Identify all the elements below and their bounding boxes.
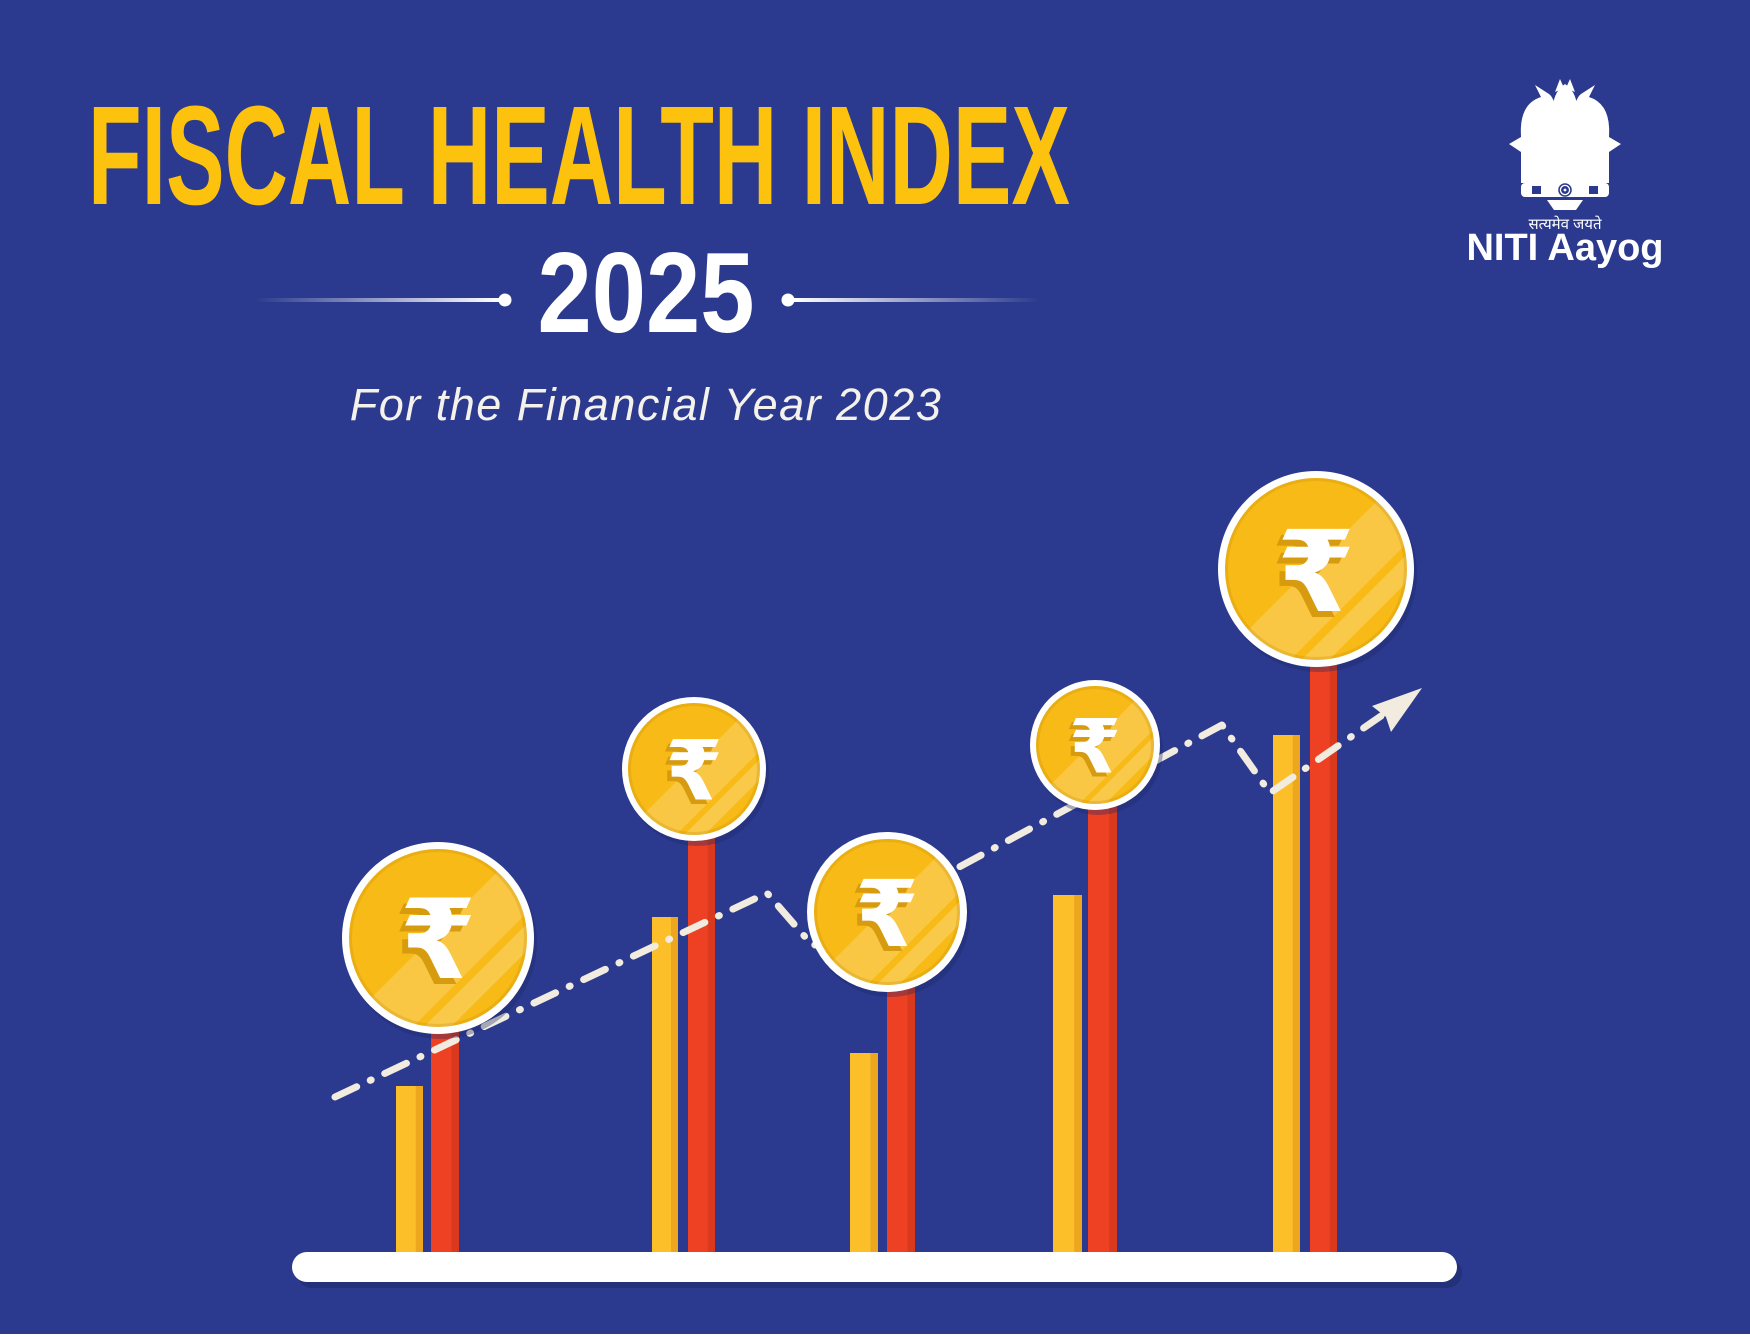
emblem-left-mane <box>1509 137 1521 152</box>
emblem-animal-left <box>1532 186 1541 194</box>
rupee-symbol: ₹ <box>665 723 723 820</box>
emblem-right-mane <box>1609 137 1621 152</box>
rupee-symbol-shadow: ₹ <box>661 727 719 824</box>
niti-aayog-emblem <box>1509 79 1621 210</box>
emblem-center-lion <box>1552 84 1578 183</box>
rupee-coin: ₹₹ <box>342 842 537 1039</box>
coin-inner-ring <box>628 703 760 835</box>
red-bar <box>1088 780 1117 1253</box>
emblem-right-lion <box>1574 85 1610 183</box>
trendline-layer <box>331 712 1385 1101</box>
arrow-layer <box>1372 688 1422 732</box>
rupee-coin: ₹₹ <box>1030 680 1163 815</box>
yellow-bar <box>850 1053 878 1253</box>
subtitle-text: For the Financial Year 2023 <box>350 379 943 430</box>
emblem-chakra-hub <box>1563 188 1567 192</box>
yellow-bar <box>396 1086 423 1253</box>
rupee-symbol: ₹ <box>1069 703 1121 790</box>
rupee-symbol-shadow: ₹ <box>394 883 471 1011</box>
trend-arrowhead <box>1372 688 1422 732</box>
coin-inner-ring <box>814 839 960 985</box>
rupee-symbol-shadow: ₹ <box>1271 512 1349 644</box>
emblem-left-lion <box>1520 85 1556 183</box>
rupee-symbol: ₹ <box>1277 506 1355 638</box>
divider-line-left <box>255 298 499 302</box>
page-title: FISCAL HEALTH INDEX <box>88 76 1070 234</box>
trend-dashed-line <box>331 712 1385 1101</box>
coin-inner-ring <box>1225 478 1407 660</box>
rupee-coin: ₹₹ <box>1218 471 1417 672</box>
coins-layer: ₹₹₹₹₹₹₹₹₹₹ <box>342 471 1417 1039</box>
rupee-symbol-shadow: ₹ <box>850 866 914 973</box>
emblem-base <box>1547 200 1583 210</box>
yellow-bar <box>1273 735 1300 1253</box>
yellow-bar <box>1053 895 1082 1253</box>
emblem-chakra-rim <box>1559 184 1571 196</box>
coin-inner-ring <box>349 849 527 1027</box>
emblem-center-ears <box>1555 79 1575 92</box>
yellow-bar <box>652 917 678 1253</box>
coin-face <box>628 703 760 835</box>
emblem-animal-right <box>1589 186 1598 194</box>
baseline-layer <box>292 1252 1462 1288</box>
coin-inner-ring <box>1036 686 1154 804</box>
coin-face <box>349 849 527 1027</box>
year-text: 2025 <box>538 230 755 357</box>
year-divider <box>255 293 1040 307</box>
divider-line-right <box>794 298 1040 302</box>
baseline-bar <box>292 1252 1457 1282</box>
rupee-symbol: ₹ <box>400 877 477 1005</box>
rupee-symbol: ₹ <box>855 861 919 968</box>
divider-dot-left <box>498 293 512 307</box>
coin-face <box>814 839 960 985</box>
org-name-text: NITI Aayog <box>1466 227 1663 269</box>
coin-face <box>1225 478 1407 660</box>
coin-face <box>1036 686 1154 804</box>
emblem-motto-text: सत्यमेव जयते <box>1528 215 1601 233</box>
rupee-symbol-shadow: ₹ <box>1065 707 1117 794</box>
red-bar <box>688 800 715 1253</box>
red-bar <box>887 950 915 1253</box>
divider-dot-right <box>781 293 795 307</box>
red-bar <box>1310 630 1337 1253</box>
rupee-coin: ₹₹ <box>807 832 970 997</box>
rupee-coin: ₹₹ <box>622 697 769 846</box>
